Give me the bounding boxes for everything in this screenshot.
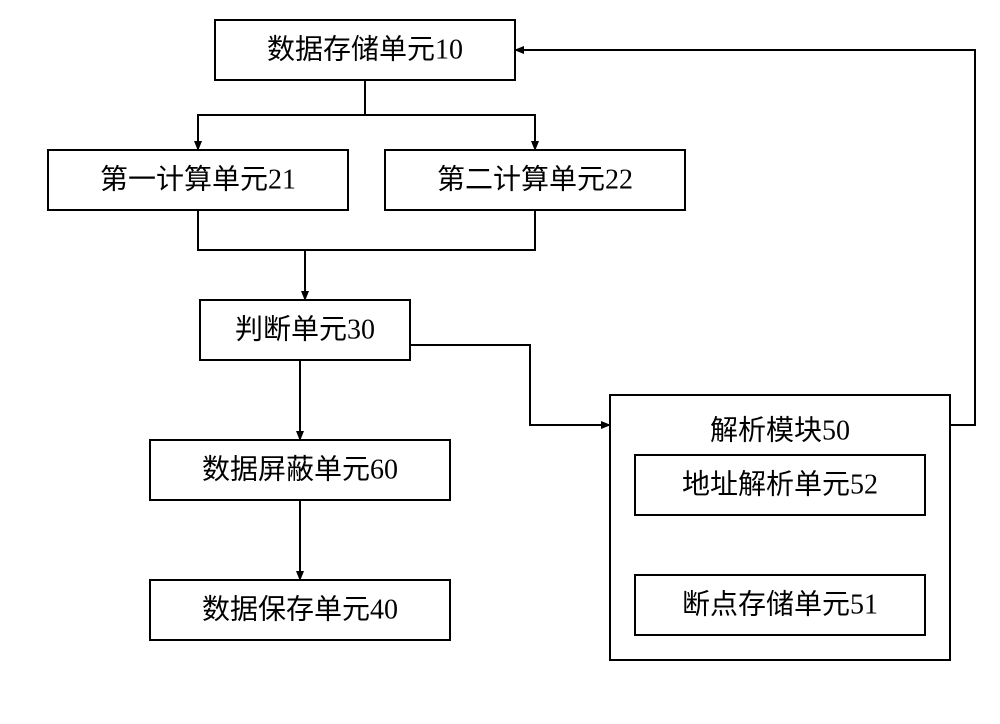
node-n40: 数据保存单元40 (150, 580, 450, 640)
node-label-n52: 地址解析单元52 (682, 468, 878, 500)
edge-0 (198, 80, 365, 150)
node-n10: 数据存储单元10 (215, 20, 515, 80)
edge-2 (198, 210, 305, 300)
node-label-n40: 数据保存单元40 (202, 593, 398, 625)
node-n51: 断点存储单元51 (635, 575, 925, 635)
node-n60: 数据屏蔽单元60 (150, 440, 450, 500)
node-label-n30: 判断单元30 (235, 313, 375, 345)
node-n21: 第一计算单元21 (48, 150, 348, 210)
edge-3 (305, 210, 535, 250)
edge-6 (410, 345, 610, 425)
node-n52: 地址解析单元52 (635, 455, 925, 515)
node-n22: 第二计算单元22 (385, 150, 685, 210)
flowchart-canvas: 解析模块50 数据存储单元10 第一计算单元21 第二计算单元22 判断单元30 数据屏蔽… (0, 0, 1000, 724)
node-label-module50: 解析模块50 (710, 414, 850, 446)
node-label-n21: 第一计算单元21 (100, 163, 296, 195)
edge-1 (365, 80, 535, 150)
node-label-n10: 数据存储单元10 (267, 33, 463, 65)
node-label-n51: 断点存储单元51 (682, 588, 878, 620)
node-label-n60: 数据屏蔽单元60 (202, 453, 398, 485)
node-n30: 判断单元30 (200, 300, 410, 360)
edge-8 (515, 50, 975, 425)
node-label-n22: 第二计算单元22 (437, 163, 633, 195)
